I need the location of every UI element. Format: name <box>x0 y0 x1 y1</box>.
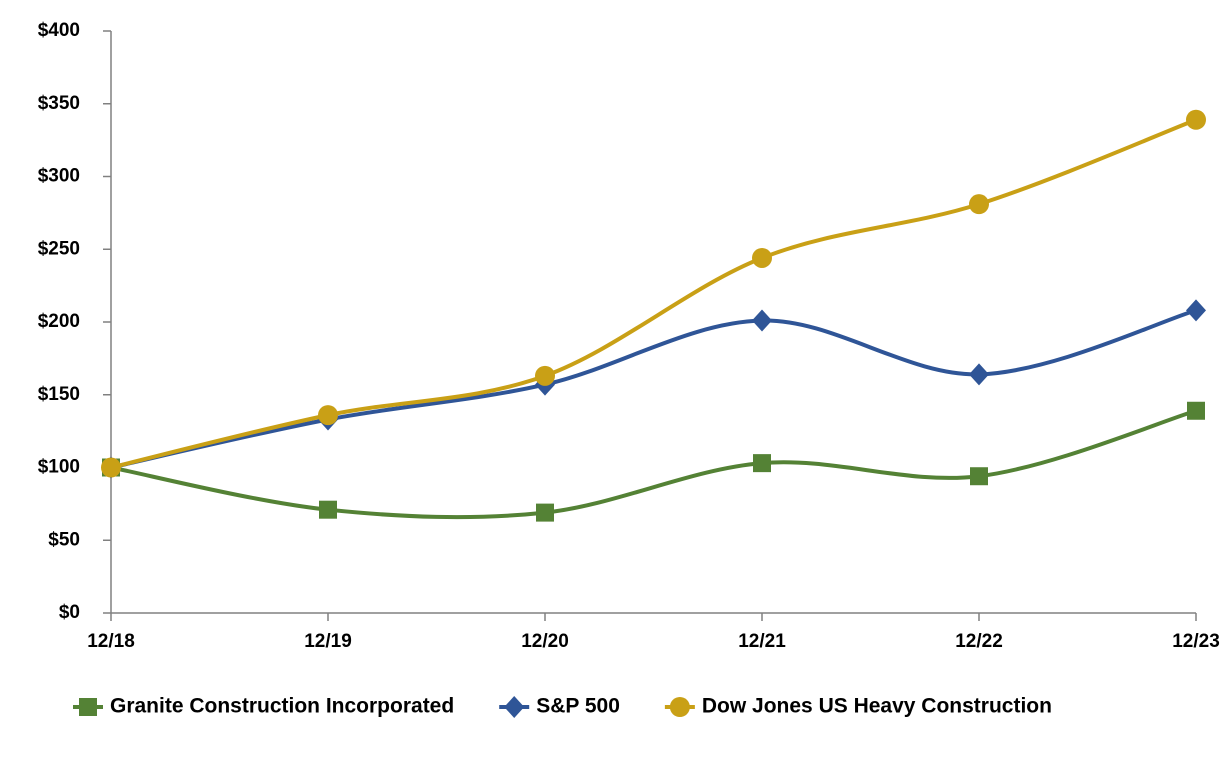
marker <box>752 247 772 268</box>
marker <box>79 698 97 716</box>
x-tick-label: 12/21 <box>738 631 786 652</box>
marker <box>1186 109 1206 130</box>
series-line <box>110 408 1197 520</box>
y-tick-label: $350 <box>38 93 80 114</box>
marker <box>753 454 771 473</box>
marker <box>1186 299 1206 322</box>
marker <box>752 309 772 332</box>
x-tick-label: 12/18 <box>87 631 135 652</box>
y-tick-label: $150 <box>38 384 80 405</box>
y-tick-label: $400 <box>38 20 80 41</box>
y-tick-label: $100 <box>38 457 80 478</box>
y-tick-label: $250 <box>38 238 80 259</box>
x-tick-label: 12/19 <box>304 631 352 652</box>
series-line <box>110 117 1197 470</box>
marker <box>669 697 690 717</box>
y-tick-label: $300 <box>38 166 80 187</box>
marker <box>535 365 555 386</box>
marker <box>1187 401 1205 420</box>
marker <box>969 194 989 215</box>
marker <box>504 696 525 718</box>
marker <box>319 500 337 519</box>
x-tick-label: 12/23 <box>1172 631 1220 652</box>
series-line <box>110 308 1197 470</box>
marker <box>970 467 988 486</box>
y-tick-label: $50 <box>48 529 80 550</box>
y-tick-label: $200 <box>38 311 80 332</box>
x-tick-label: 12/20 <box>521 631 569 652</box>
marker <box>536 503 554 522</box>
marker <box>318 405 338 426</box>
legend-label: Dow Jones US Heavy Construction <box>702 695 1052 718</box>
y-tick-label: $0 <box>59 602 80 623</box>
legend-label: S&P 500 <box>536 695 620 718</box>
legend-label: Granite Construction Incorporated <box>110 695 454 718</box>
marker <box>101 457 121 478</box>
x-tick-label: 12/22 <box>955 631 1003 652</box>
marker <box>969 363 989 386</box>
legend: Granite Construction Incorporated S&P 500… <box>73 695 1052 718</box>
